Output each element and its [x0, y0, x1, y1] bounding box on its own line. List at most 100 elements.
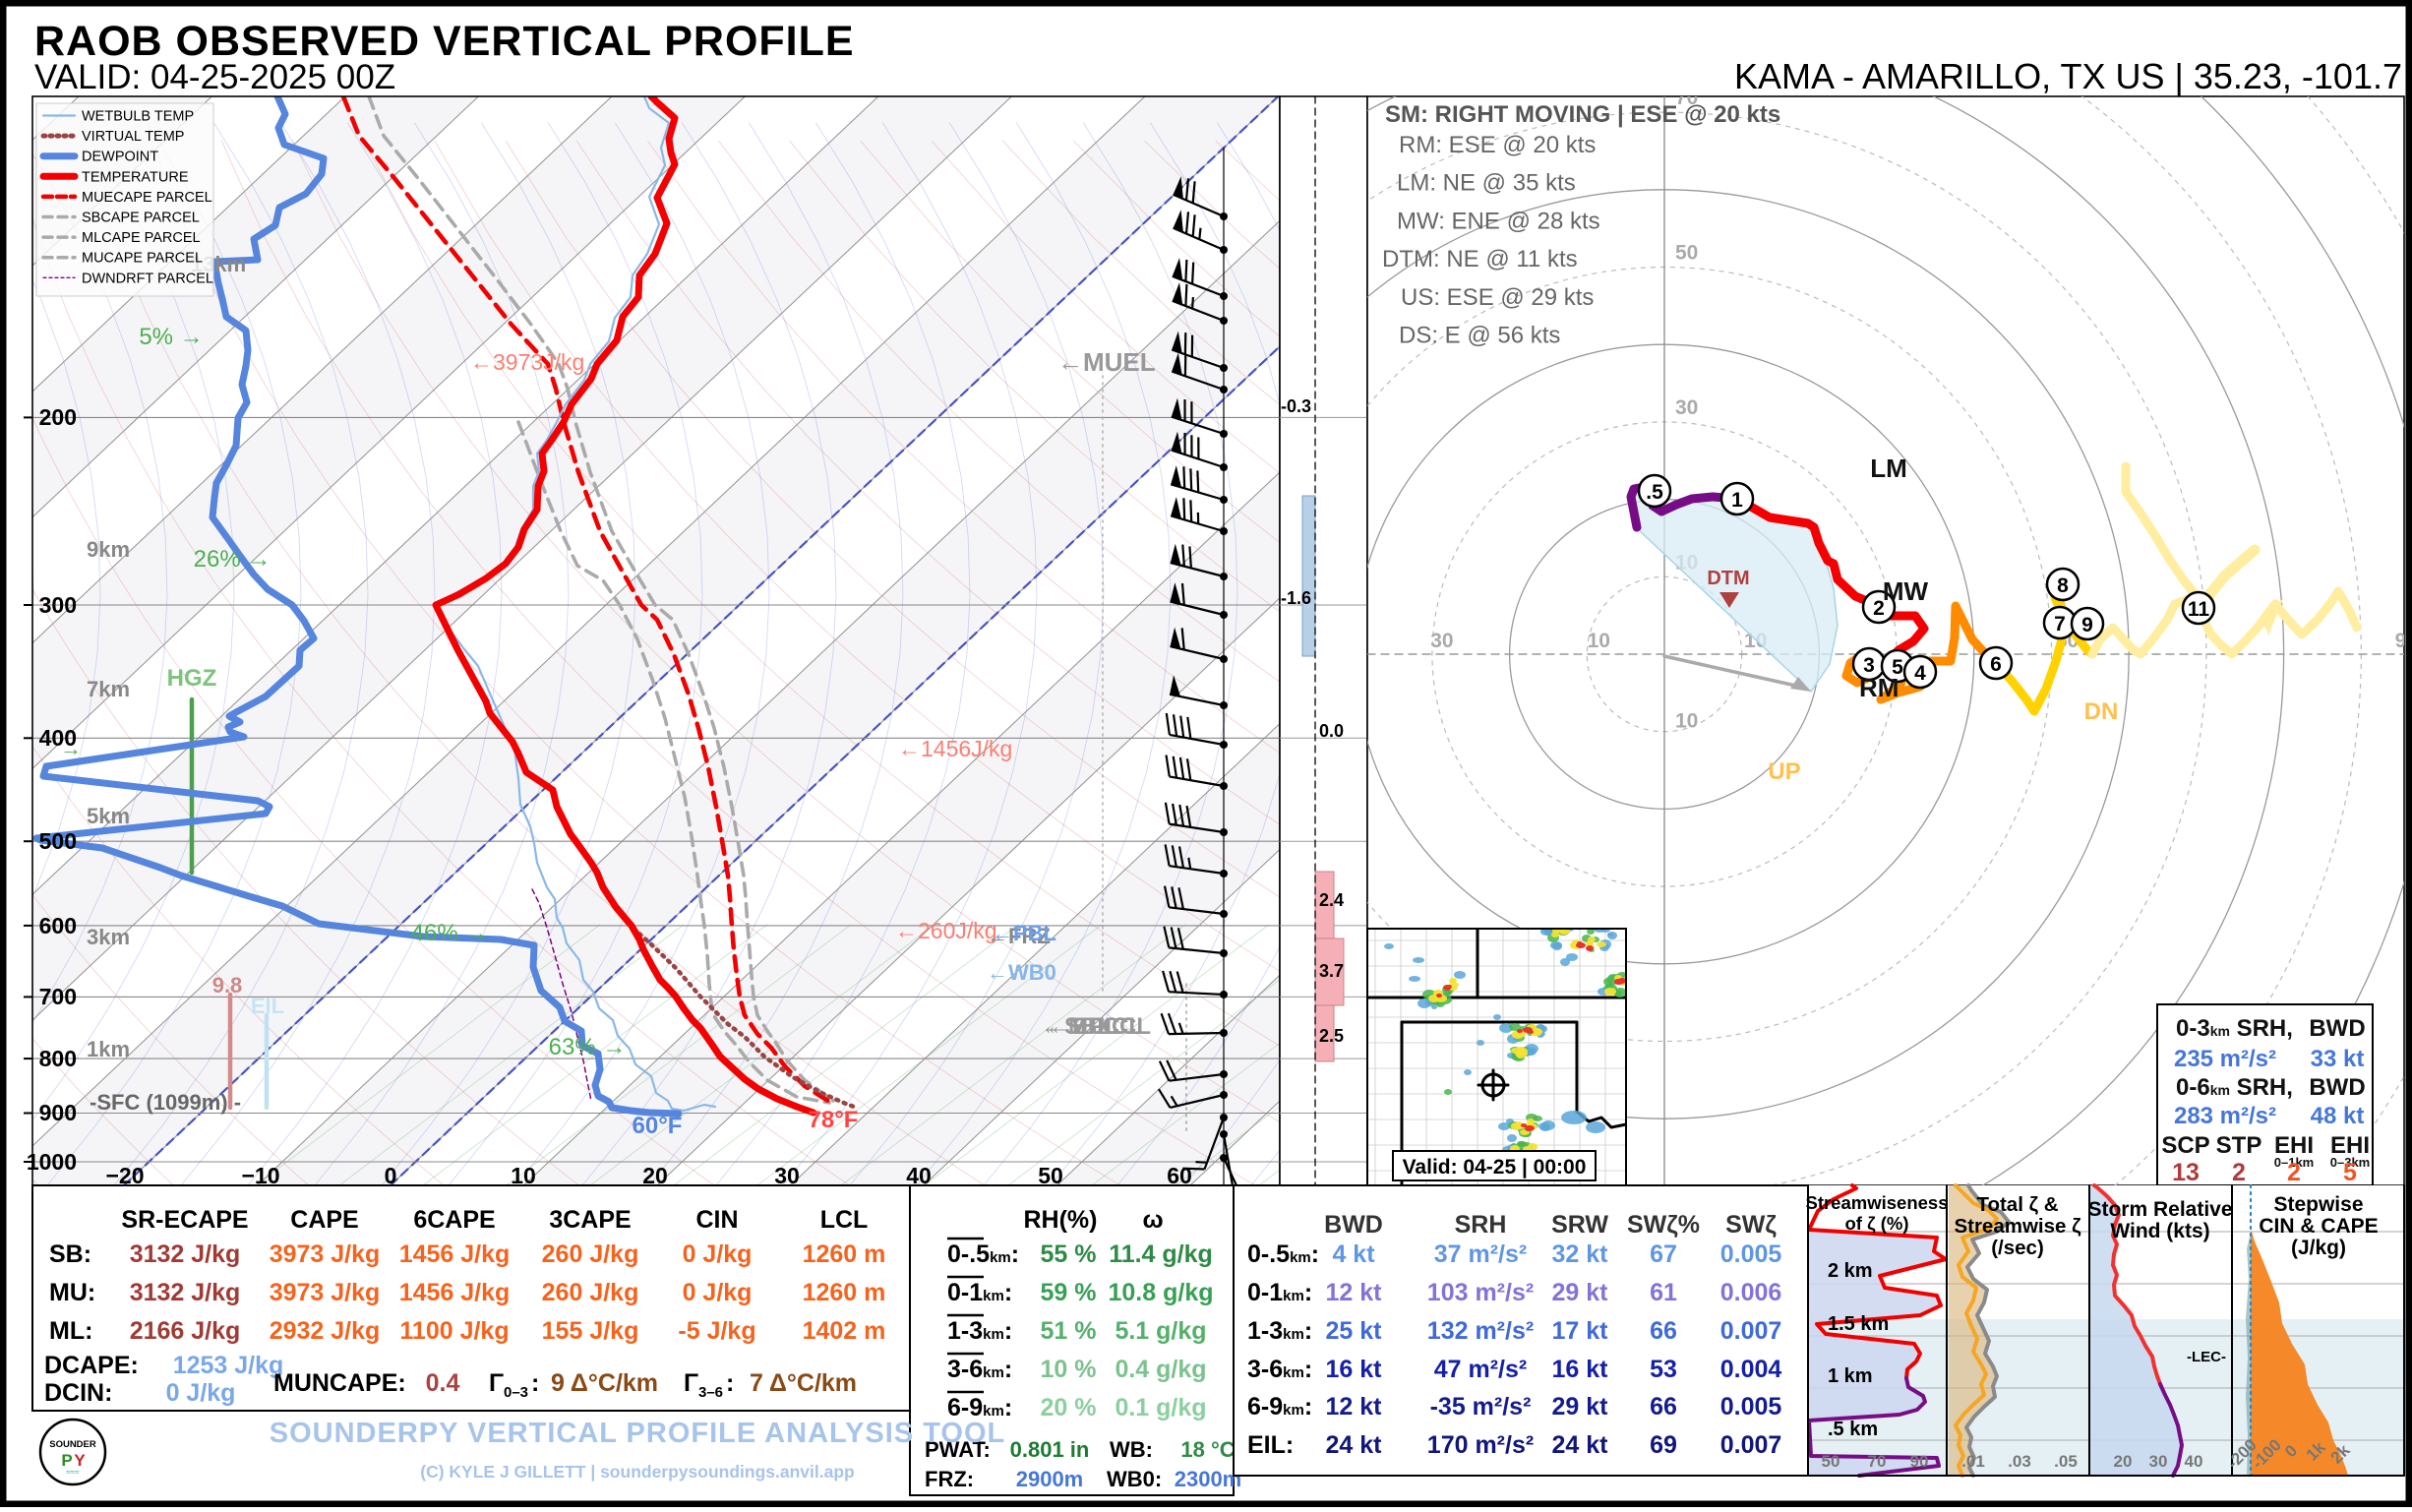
svg-text:RM: RM	[1859, 673, 1899, 702]
svg-text:FRZ:: FRZ:	[925, 1467, 974, 1491]
svg-text:BWD: BWD	[1324, 1211, 1383, 1239]
svg-text:MUNCAPE:: MUNCAPE:	[273, 1369, 406, 1397]
svg-text:32 kt: 32 kt	[1552, 1240, 1609, 1268]
svg-text:BWD: BWD	[2309, 1074, 2365, 1101]
svg-text:900: 900	[39, 1100, 77, 1125]
svg-text::: :	[531, 1369, 539, 1397]
svg-text:1100 J/kg: 1100 J/kg	[399, 1317, 509, 1345]
svg-text:70: 70	[1675, 87, 1698, 109]
svg-text:9 Δ°C/km: 9 Δ°C/km	[551, 1369, 658, 1397]
svg-text:7km: 7km	[87, 677, 130, 701]
svg-text:10: 10	[1588, 630, 1610, 652]
svg-text:2: 2	[2287, 1159, 2301, 1186]
svg-text:5: 5	[2343, 1159, 2357, 1186]
svg-text:←WB0: ←WB0	[987, 960, 1056, 985]
svg-text:1456 J/kg: 1456 J/kg	[399, 1240, 511, 1268]
svg-text:RH(%): RH(%)	[1024, 1206, 1098, 1234]
svg-text:60°F: 60°F	[633, 1113, 683, 1139]
svg-text:-1.6: -1.6	[1281, 588, 1311, 608]
svg-text:Total ζ &: Total ζ &	[1976, 1193, 2058, 1216]
svg-text:SBCAPE PARCEL: SBCAPE PARCEL	[82, 211, 200, 226]
svg-text:MUECAPE PARCEL: MUECAPE PARCEL	[82, 190, 212, 206]
svg-text:→: →	[60, 736, 82, 760]
svg-text:1: 1	[1731, 489, 1743, 512]
svg-text:50: 50	[1822, 1452, 1840, 1471]
svg-text:Wind (kts): Wind (kts)	[2110, 1220, 2209, 1242]
svg-text:0 J/kg: 0 J/kg	[683, 1240, 753, 1268]
svg-text:16 kt: 16 kt	[1552, 1356, 1609, 1383]
svg-text:46% →: 46% →	[411, 920, 489, 946]
svg-text:12 kt: 12 kt	[1326, 1279, 1383, 1306]
svg-text:600: 600	[39, 913, 77, 938]
svg-text:DEWPOINT: DEWPOINT	[82, 150, 158, 165]
svg-text:−20: −20	[105, 1163, 144, 1188]
svg-text:4 kt: 4 kt	[1332, 1240, 1375, 1268]
svg-text:PWAT:: PWAT:	[925, 1437, 991, 1462]
svg-text:0–3km: 0–3km	[2330, 1155, 2370, 1170]
svg-text:0.0: 0.0	[1319, 721, 1344, 741]
svg-text:1260 m: 1260 m	[803, 1279, 886, 1306]
svg-text:CIN & CAPE: CIN & CAPE	[2259, 1215, 2378, 1238]
svg-text:←MUEL: ←MUEL	[1057, 347, 1156, 377]
svg-text:10.8 g/kg: 10.8 g/kg	[1109, 1279, 1214, 1306]
svg-text:-0.3: -0.3	[1281, 396, 1311, 416]
svg-text:800: 800	[39, 1046, 77, 1071]
svg-text:40: 40	[906, 1163, 932, 1188]
svg-text:TEMPERATURE: TEMPERATURE	[82, 169, 189, 185]
svg-text:1km: 1km	[87, 1037, 130, 1061]
svg-text:283 m²/s²: 283 m²/s²	[2174, 1103, 2276, 1129]
svg-text:←3973J/kg: ←3973J/kg	[470, 349, 584, 375]
svg-text:0.4: 0.4	[426, 1369, 460, 1397]
svg-text:of ζ (%): of ζ (%)	[1844, 1213, 1908, 1235]
svg-text:SOUNDER: SOUNDER	[49, 1439, 96, 1450]
svg-text:0.006: 0.006	[1720, 1279, 1782, 1306]
svg-text:0.007: 0.007	[1720, 1431, 1782, 1459]
svg-text:90: 90	[1910, 1452, 1929, 1471]
svg-text:40: 40	[2185, 1452, 2203, 1471]
svg-text:-35 m²/s²: -35 m²/s²	[1430, 1393, 1532, 1421]
svg-text:RM: ESE @ 20 kts: RM: ESE @ 20 kts	[1399, 132, 1596, 158]
svg-text:.5 km: .5 km	[1828, 1419, 1878, 1440]
svg-text:LM: LM	[1870, 454, 1907, 483]
svg-text:33 kt: 33 kt	[2311, 1046, 2365, 1072]
svg-text:ω: ω	[1142, 1206, 1163, 1234]
svg-text:0.005: 0.005	[1720, 1393, 1782, 1421]
svg-text:47 m²/s²: 47 m²/s²	[1434, 1356, 1527, 1383]
svg-text:155 J/kg: 155 J/kg	[542, 1317, 639, 1345]
svg-text:30: 30	[2149, 1452, 2168, 1471]
svg-text:Y: Y	[74, 1451, 86, 1470]
svg-text:4: 4	[1914, 662, 1926, 685]
svg-text:HGZ: HGZ	[167, 665, 217, 692]
svg-text:20: 20	[642, 1163, 668, 1188]
svg-text:400: 400	[39, 725, 77, 751]
svg-text:3.7: 3.7	[1319, 961, 1344, 981]
svg-text:3132 J/kg: 3132 J/kg	[130, 1240, 241, 1268]
svg-text:Streamwiseness: Streamwiseness	[1805, 1192, 1948, 1213]
svg-text:SB:: SB:	[49, 1240, 91, 1268]
svg-text:30: 30	[1675, 396, 1698, 419]
svg-text:←PBL: ←PBL	[992, 921, 1056, 945]
svg-text:DS: E @ 56 kts: DS: E @ 56 kts	[1399, 323, 1560, 349]
svg-text:18 °C: 18 °C	[1180, 1437, 1235, 1462]
svg-text:.03: .03	[2008, 1452, 2031, 1471]
svg-text:2932 J/kg: 2932 J/kg	[270, 1317, 381, 1345]
svg-text:30: 30	[774, 1163, 800, 1188]
svg-text:16 kt: 16 kt	[1326, 1356, 1383, 1383]
svg-text:3973 J/kg: 3973 J/kg	[270, 1279, 381, 1306]
svg-text:2.4: 2.4	[1319, 890, 1344, 910]
svg-text:10 %: 10 %	[1041, 1356, 1097, 1383]
svg-text:BWD: BWD	[2309, 1015, 2365, 1042]
svg-text:3-6km:: 3-6km:	[1247, 1356, 1312, 1383]
svg-text:SOUNDERPY VERTICAL PROFILE ANA: SOUNDERPY VERTICAL PROFILE ANALYSIS TOOL	[270, 1418, 1005, 1449]
svg-text:(C) KYLE J GILLETT | sounderpy: (C) KYLE J GILLETT | sounderpysoundings.…	[420, 1462, 854, 1482]
svg-text:2166 J/kg: 2166 J/kg	[130, 1317, 241, 1345]
svg-text:2 km: 2 km	[1828, 1260, 1873, 1282]
svg-text:DTM: NE @ 11 kts: DTM: NE @ 11 kts	[1382, 246, 1578, 272]
svg-text:0.007: 0.007	[1720, 1317, 1782, 1345]
svg-text:←MULCL: ←MULCL	[1045, 1013, 1151, 1040]
svg-text:.01: .01	[1961, 1452, 1985, 1471]
svg-text:≈≈≈: ≈≈≈	[66, 1468, 80, 1477]
svg-text:MUCAPE PARCEL: MUCAPE PARCEL	[82, 251, 203, 267]
svg-text:EIL:: EIL:	[1247, 1431, 1294, 1459]
svg-text:0.004: 0.004	[1720, 1356, 1782, 1383]
